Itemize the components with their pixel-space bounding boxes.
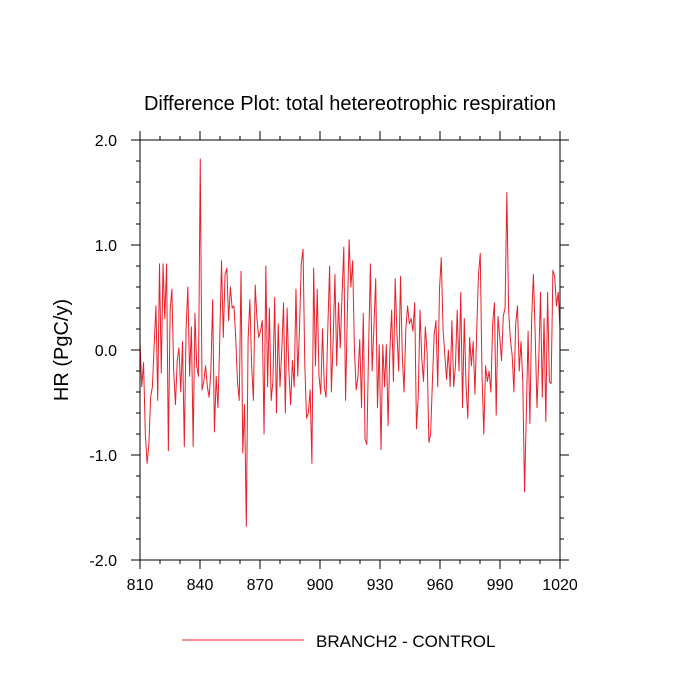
x-tick-label: 870 (247, 577, 274, 594)
x-tick-label: 960 (427, 577, 454, 594)
x-tick-label: 810 (127, 577, 154, 594)
plot-frame (139, 139, 561, 561)
x-tick-label: 900 (307, 577, 334, 594)
legend: BRANCH2 - CONTROL (182, 632, 495, 651)
x-tick-label: 930 (367, 577, 394, 594)
x-tick-label: 840 (187, 577, 214, 594)
axis-tick-labels: 810 840 870 900 930 960 990 1020 -2.0 -1.0 0.0 1.0 2… (89, 133, 577, 594)
chart-title: Difference Plot: total hetereotrophic re… (144, 93, 556, 115)
x-tick-label: 1020 (542, 577, 578, 594)
x-tick-label: 990 (487, 577, 514, 594)
y-axis-label: HR (PgC/y) (51, 299, 73, 401)
y-tick-label: 2.0 (95, 133, 117, 150)
y-tick-label: 1.0 (95, 238, 117, 255)
legend-label: BRANCH2 - CONTROL (316, 632, 495, 651)
y-tick-label: -2.0 (89, 553, 117, 570)
y-tick-label: -1.0 (89, 448, 117, 465)
y-tick-label: 0.0 (95, 343, 117, 360)
data-series-line (139, 158, 561, 527)
axis-ticks (131, 131, 569, 569)
